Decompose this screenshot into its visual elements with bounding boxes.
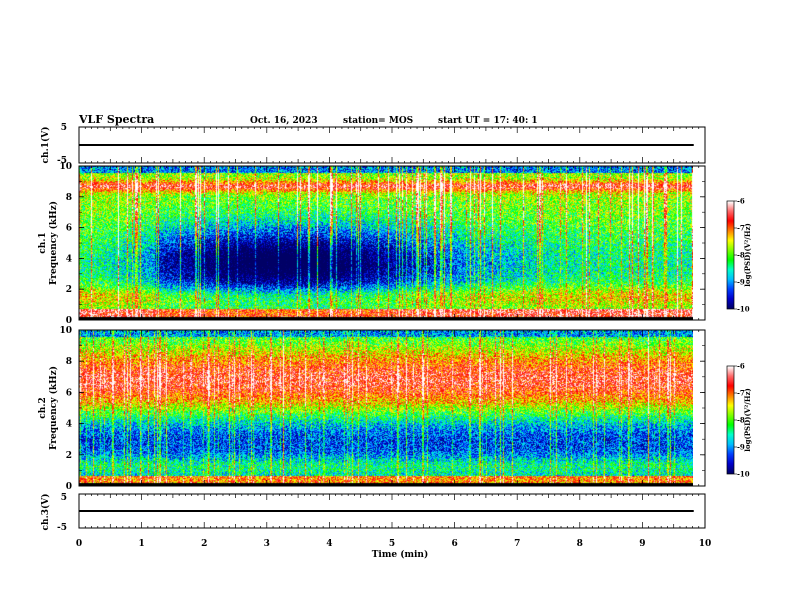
ch3-ytick-bottom: -5	[57, 523, 67, 533]
ch2-colorbar	[727, 366, 734, 474]
y-tick-label: 8	[66, 357, 72, 367]
x-tick-label: 6	[451, 539, 457, 549]
y-tick-label: 0	[66, 482, 72, 492]
ch2-channel-label: ch.2	[38, 397, 48, 418]
y-tick-label: 2	[66, 285, 72, 295]
ch1-voltage-ylabel: ch.1(V)	[40, 127, 51, 164]
x-tick-label: 5	[389, 539, 395, 549]
colorbar-tick-label: -10	[737, 470, 750, 479]
station-label: station= MOS	[343, 116, 413, 126]
colorbar-tick-label: -7	[737, 389, 745, 398]
x-tick-label: 7	[514, 539, 520, 549]
y-tick-label: 4	[66, 420, 72, 430]
ch1-ytick-bottom: -5	[57, 156, 67, 166]
y-tick-label: 10	[59, 162, 72, 172]
x-tick-label: 8	[577, 539, 583, 549]
panel-ch1-voltage: 5 -5 ch.1(V)	[40, 123, 706, 166]
y-tick-label: 6	[66, 388, 72, 398]
y-tick-label: 4	[66, 254, 72, 264]
y-tick-label: 2	[66, 451, 72, 461]
x-tick-label: 9	[639, 539, 645, 549]
x-tick-label: 0	[76, 539, 82, 549]
x-tick-label: 10	[699, 539, 712, 549]
date-label: Oct. 16, 2023	[250, 116, 318, 126]
x-tick-label: 4	[326, 539, 332, 549]
y-tick-label: 6	[66, 224, 72, 234]
x-tick-label: 1	[138, 539, 144, 549]
start-time-label: start UT = 17: 40: 1	[438, 116, 538, 126]
colorbar-tick-label: -6	[737, 197, 745, 206]
figure-title: VLF Spectra	[78, 113, 154, 126]
colorbar-tick-label: -9	[737, 443, 745, 452]
y-tick-label: 8	[66, 193, 72, 203]
ch2-frequency-label: Frequency (kHz)	[48, 366, 59, 450]
x-axis-label: Time (min)	[372, 549, 429, 560]
ch1-ytick-top: 5	[61, 123, 67, 133]
ch1-colorbar-label: log(PSD)(V²/Hz)	[743, 223, 752, 287]
panel-ch1-spectrogram: 0 2 4 6 8 10 ch.1 Frequency (kHz) -6 -7 -8 -9 -10…	[38, 162, 752, 326]
colorbar-tick-label: -8	[737, 251, 745, 260]
ch1-channel-label: ch.1	[38, 232, 48, 253]
ch1-frequency-label: Frequency (kHz)	[48, 201, 59, 285]
ch3-ytick-top: 5	[61, 493, 67, 503]
x-tick-label: 2	[201, 539, 207, 549]
colorbar-tick-label: -10	[737, 305, 750, 314]
ch2-spectrogram-image	[79, 330, 693, 486]
colorbar-tick-label: -7	[737, 224, 745, 233]
ch2-colorbar-label: log(PSD)(V²/Hz)	[743, 388, 752, 452]
panel-ch2-spectrogram: 0 2 4 6 8 10 ch.2 Frequency (kHz) -6 -7 -8 -9 -10…	[38, 326, 752, 492]
ch3-voltage-ylabel: ch.3(V)	[40, 494, 51, 531]
y-tick-label: 0	[66, 316, 72, 326]
x-tick-label: 3	[264, 539, 270, 549]
colorbar-tick-label: -6	[737, 362, 745, 371]
y-tick-label: 10	[59, 326, 72, 336]
panel-ch3-voltage: 5 -5 ch.3(V)	[40, 493, 706, 533]
ch1-colorbar	[727, 201, 734, 309]
colorbar-tick-label: -9	[737, 278, 745, 287]
ch1-spectrogram-image	[79, 166, 693, 320]
colorbar-tick-label: -8	[737, 416, 745, 425]
